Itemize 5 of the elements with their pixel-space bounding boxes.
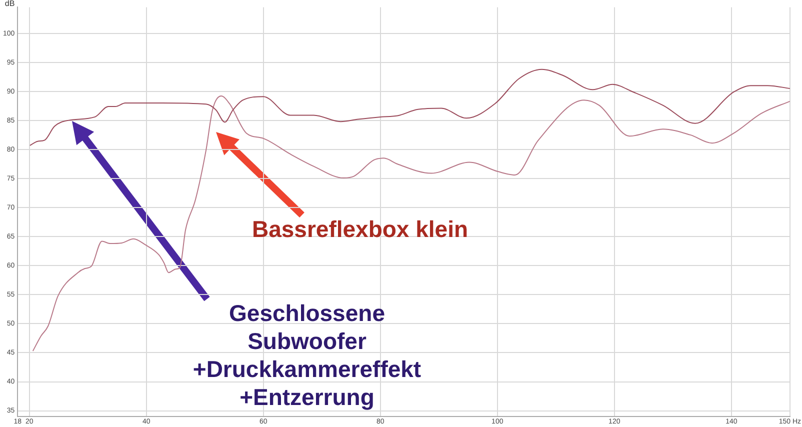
line-series [29,68,790,146]
annotation: Bassreflexbox klein [250,215,470,243]
annotation: Geschlossene Subwoofer +Druckkammereffekt +Entzerrung [192,299,422,411]
line-series [32,96,790,352]
y-axis-title: dB [4,0,15,8]
